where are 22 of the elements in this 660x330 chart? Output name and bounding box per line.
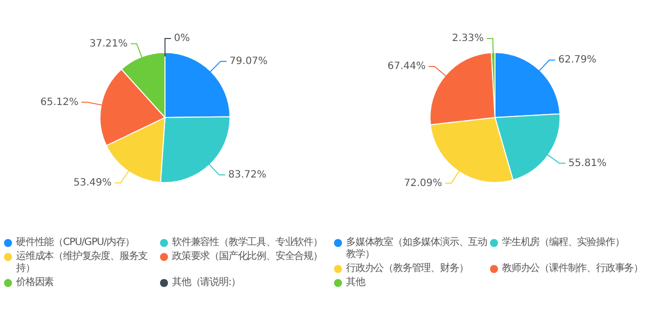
data-label: 65.12% (40, 96, 78, 108)
legend-label: 学生机房（编程、实验操作） (502, 237, 624, 249)
data-label: 55.81% (568, 158, 607, 169)
legend-label: 价格因素 (16, 277, 54, 289)
data-label: 67.44% (387, 61, 426, 72)
data-label: 83.72% (228, 170, 266, 181)
legend-label: 其他 (346, 277, 365, 289)
text: 0% (174, 33, 190, 44)
legend-label: 政策要求（国产化比例、安全合规） (172, 251, 322, 263)
data-label: 62.79% (558, 54, 596, 66)
legend-label: 硬件性能（CPU/GPU/内存） (16, 237, 135, 249)
data-label: 53.49% (74, 177, 112, 188)
legend-label: 教师办公（课件制作、行政事务） (502, 263, 644, 275)
data-label: 72.09% (404, 178, 442, 189)
legend-label: 行政办公（教务管理、财务） (346, 263, 468, 275)
legend-label: 软件兼容性（教学工具、专业软件） (172, 237, 322, 249)
data-label: 2.33% (452, 33, 484, 44)
data-label: 79.07% (230, 56, 268, 67)
legend-label: 其他（请说明:） (172, 277, 241, 289)
legend-label: 多媒体教室（如多媒体演示、互动教学） (346, 237, 488, 261)
data-label: 37.21% (90, 38, 128, 50)
legend-label: 运维成本（维护复杂度、服务支持） (16, 251, 149, 275)
